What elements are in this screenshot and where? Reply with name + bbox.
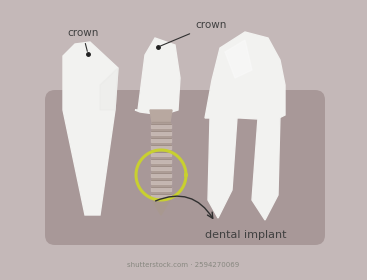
Polygon shape (151, 194, 171, 197)
Polygon shape (63, 42, 118, 215)
Polygon shape (151, 180, 171, 183)
Text: shutterstock.com · 2594270069: shutterstock.com · 2594270069 (127, 262, 239, 268)
Polygon shape (208, 118, 237, 218)
Text: crown: crown (160, 20, 226, 46)
Polygon shape (100, 68, 118, 110)
Polygon shape (151, 131, 171, 134)
Polygon shape (151, 187, 171, 190)
Polygon shape (151, 166, 171, 169)
Text: dental implant: dental implant (205, 230, 287, 240)
Polygon shape (135, 38, 180, 115)
Polygon shape (151, 159, 171, 162)
Polygon shape (150, 110, 172, 122)
Polygon shape (152, 200, 170, 215)
FancyBboxPatch shape (45, 90, 325, 245)
Polygon shape (151, 145, 171, 148)
Text: crown: crown (67, 28, 98, 51)
Polygon shape (151, 152, 171, 155)
Polygon shape (151, 124, 171, 127)
Polygon shape (152, 122, 170, 200)
Polygon shape (151, 173, 171, 176)
Polygon shape (225, 40, 252, 78)
Polygon shape (252, 115, 280, 220)
Polygon shape (205, 32, 285, 120)
Polygon shape (151, 138, 171, 141)
